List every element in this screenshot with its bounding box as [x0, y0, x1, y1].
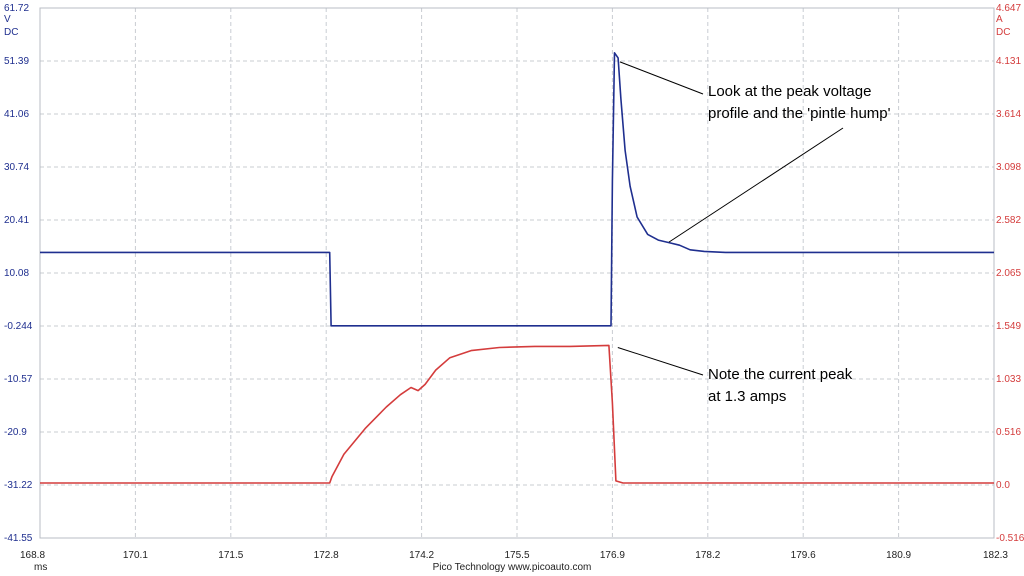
x-tick-label: 174.2 [409, 550, 434, 561]
right-tick-label: 0.0 [996, 480, 1010, 491]
grid [40, 8, 994, 538]
x-tick-label: 168.8 [20, 550, 45, 561]
right-tick-label: 3.614 [996, 109, 1021, 120]
annotation-voltage-text: Look at the peak voltage [708, 83, 871, 100]
plot-frame [39, 7, 995, 539]
left-tick-label: -20.9 [4, 427, 27, 438]
current-trace [40, 344, 994, 484]
left-axis-coupling: DC [4, 27, 18, 38]
x-tick-label: 176.9 [600, 550, 625, 561]
left-tick-label: -0.244 [4, 321, 33, 332]
annotation-voltage-text: profile and the 'pintle hump' [708, 105, 891, 122]
left-axis-unit: V [4, 14, 11, 25]
voltage-trace [40, 52, 994, 327]
left-tick-label: 30.74 [4, 162, 29, 173]
right-axis-ticks: 4.647 4.131 3.614 3.098 2.582 2.065 1.549 1.033… [996, 3, 1024, 544]
annotation-current-pointer [617, 346, 704, 376]
x-axis-unit: ms [34, 562, 47, 573]
annotation-current-text: Note the current peak [708, 366, 853, 383]
x-tick-label: 180.9 [886, 550, 911, 561]
left-tick-label: 41.06 [4, 109, 29, 120]
x-tick-label: 175.5 [504, 550, 529, 561]
footer-credit: Pico Technology www.picoauto.com [433, 562, 592, 573]
x-axis-ticks: 168.8 170.1 171.5 172.8 174.2 175.5 176.9 178.2… [20, 550, 1008, 561]
x-tick-label: 170.1 [123, 550, 148, 561]
right-tick-label: -0.516 [996, 533, 1024, 544]
left-tick-label: -41.55 [4, 533, 33, 544]
x-tick-label: 179.6 [791, 550, 816, 561]
x-tick-label: 172.8 [314, 550, 339, 561]
right-tick-label: 2.065 [996, 268, 1021, 279]
annotation-hump-pointer [668, 127, 844, 243]
annotation-current-text: at 1.3 amps [708, 388, 786, 405]
left-axis-ticks: 61.72 51.39 41.06 30.74 20.41 10.08 -0.244 -10.… [4, 3, 33, 544]
annotations: Look at the peak voltage profile and the … [617, 61, 891, 405]
annotation-voltage-pointer [619, 61, 704, 95]
series-group [40, 52, 994, 484]
left-tick-label: -10.57 [4, 374, 33, 385]
right-tick-label: 1.549 [996, 321, 1021, 332]
x-tick-label: 182.3 [983, 550, 1008, 561]
right-tick-label: 2.582 [996, 215, 1021, 226]
right-axis-coupling: DC [996, 27, 1010, 38]
right-tick-label: 4.131 [996, 56, 1021, 67]
right-tick-label: 3.098 [996, 162, 1021, 173]
x-tick-label: 171.5 [218, 550, 243, 561]
left-tick-label: 20.41 [4, 215, 29, 226]
x-tick-label: 178.2 [695, 550, 720, 561]
left-tick-label: -31.22 [4, 480, 33, 491]
right-tick-label: 1.033 [996, 374, 1021, 385]
left-tick-label: 10.08 [4, 268, 29, 279]
right-tick-label: 0.516 [996, 427, 1021, 438]
left-tick-label: 51.39 [4, 56, 29, 67]
left-tick-label: 61.72 [4, 3, 29, 14]
right-tick-label: 4.647 [996, 3, 1021, 14]
right-axis-unit: A [996, 14, 1003, 25]
